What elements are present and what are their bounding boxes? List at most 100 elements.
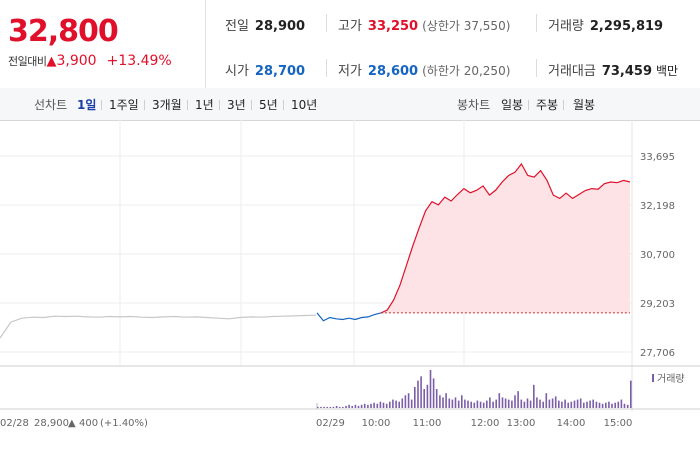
stat-prev-close: 전일 28,900 — [225, 15, 305, 34]
volume-bar — [479, 401, 482, 408]
volume-bar — [429, 370, 432, 408]
stat-unit: 백만 — [656, 64, 679, 78]
volume-bar — [395, 400, 397, 408]
stat-low: 저가 28,600 (하한가 20,250) — [338, 60, 510, 79]
tab-3month[interactable]: 3개월 — [152, 98, 182, 112]
tab-1week[interactable]: 1주일 — [109, 98, 139, 112]
volume-bar — [504, 398, 507, 408]
volume-bar — [410, 399, 413, 408]
volume-bar — [467, 400, 469, 408]
volume-bar — [523, 401, 526, 408]
change-percent: +13.49% — [106, 53, 172, 69]
volume-bar — [611, 403, 613, 408]
volume-bar — [414, 386, 416, 408]
prev-day-price-line — [0, 314, 317, 339]
stat-label: 전일 — [225, 19, 249, 34]
volume-bar — [448, 398, 451, 408]
tab-monthly-candle[interactable]: 월봉 — [573, 98, 596, 112]
volume-bar — [617, 401, 620, 408]
tab-10year[interactable]: 10년 — [291, 98, 318, 112]
volume-bar — [598, 402, 601, 408]
stat-trade-amount: 거래대금 73,459 백만 — [548, 60, 678, 79]
tab-3year[interactable]: 3년 — [227, 98, 246, 112]
stat-volume: 거래량 2,295,819 — [548, 15, 663, 34]
upper-limit: (상한가 37,550) — [422, 19, 511, 33]
volume-bar — [498, 393, 501, 408]
y-tick-label: 33,695 — [640, 152, 675, 163]
y-tick-label: 27,706 — [640, 348, 675, 359]
divider — [326, 59, 327, 77]
volume-bar — [586, 401, 588, 408]
volume-bar — [382, 402, 385, 408]
price-summary: 32,800 전일대비▲3,900 +13.49% — [0, 0, 206, 88]
volume-bar — [398, 401, 400, 408]
volume-bar — [329, 406, 332, 408]
volume-bar — [573, 400, 576, 408]
intraday-chart: 33,695 32,198 30,700 29,203 27,706 거래량 02/29… — [0, 120, 700, 429]
volume-bars — [317, 370, 632, 408]
volume-bar — [570, 401, 573, 408]
volume-bar — [492, 401, 494, 408]
volume-bar — [614, 402, 616, 408]
price-change: 전일대비▲3,900 +13.49% — [8, 53, 172, 69]
price-up-area — [380, 164, 630, 313]
volume-bar — [435, 389, 438, 408]
volume-bar — [360, 404, 363, 408]
chart-tab-bar: 선차트 1일 1주일 3개월 1년 3년 5년 10년 봉차트 일봉 주봉 월봉 — [0, 88, 700, 121]
tab-daily-candle[interactable]: 일봉 — [501, 98, 524, 112]
volume-bar — [417, 380, 419, 408]
chart-grid — [0, 120, 700, 412]
volume-bar — [432, 378, 435, 408]
volume-bar — [338, 406, 341, 408]
volume-bar — [533, 384, 535, 408]
stat-value: 28,900 — [254, 19, 306, 34]
x-axis: 02/29 10:00 11:00 12:00 13:00 14:00 15:00 — [316, 418, 632, 429]
volume-bar — [561, 401, 563, 408]
prev-day-change: 400 — [79, 418, 98, 429]
volume-bar — [404, 395, 407, 408]
volume-bar — [373, 402, 375, 408]
volume-bar — [376, 403, 379, 408]
volume-bar — [511, 400, 513, 408]
volume-bar — [507, 399, 510, 408]
tab-1day[interactable]: 1일 — [77, 98, 97, 112]
stat-label: 고가 — [338, 19, 362, 34]
y-tick-label: 29,203 — [640, 299, 675, 310]
change-label: 전일대비 — [8, 55, 47, 68]
volume-bar — [363, 403, 366, 408]
y-tick-label: 30,700 — [640, 250, 675, 261]
current-price: 32,800 — [8, 14, 119, 49]
volume-bar — [323, 406, 325, 408]
price-line-up — [380, 162, 631, 314]
divider — [144, 100, 145, 110]
quote-header: 32,800 전일대비▲3,900 +13.49% 전일 28,900 고가 33,2… — [0, 0, 700, 89]
volume-bar — [317, 406, 319, 408]
volume-bar — [461, 395, 463, 408]
change-value: 3,900 — [56, 53, 97, 69]
volume-bar — [454, 397, 457, 408]
divider — [528, 100, 529, 110]
volume-bar — [567, 402, 569, 408]
volume-bar — [470, 401, 472, 408]
volume-bar — [608, 401, 610, 408]
x-tick-label: 10:00 — [362, 418, 391, 429]
volume-bar — [583, 402, 585, 408]
volume-bar — [529, 400, 532, 408]
volume-bar — [320, 406, 322, 408]
volume-bar — [335, 405, 338, 408]
tab-1year[interactable]: 1년 — [195, 98, 214, 112]
divider — [101, 100, 102, 110]
volume-bar — [595, 401, 598, 408]
volume-bar — [482, 402, 485, 408]
volume-bar — [589, 400, 591, 408]
tab-weekly-candle[interactable]: 주봉 — [536, 98, 559, 112]
divider — [563, 100, 564, 110]
tab-5year[interactable]: 5년 — [259, 98, 278, 112]
volume-bar — [630, 380, 632, 408]
volume-bar — [439, 395, 441, 408]
divider — [326, 14, 327, 32]
volume-bar — [626, 404, 629, 408]
volume-bar — [551, 398, 554, 408]
volume-bar — [348, 404, 350, 408]
stat-open: 시가 28,700 — [225, 60, 305, 79]
